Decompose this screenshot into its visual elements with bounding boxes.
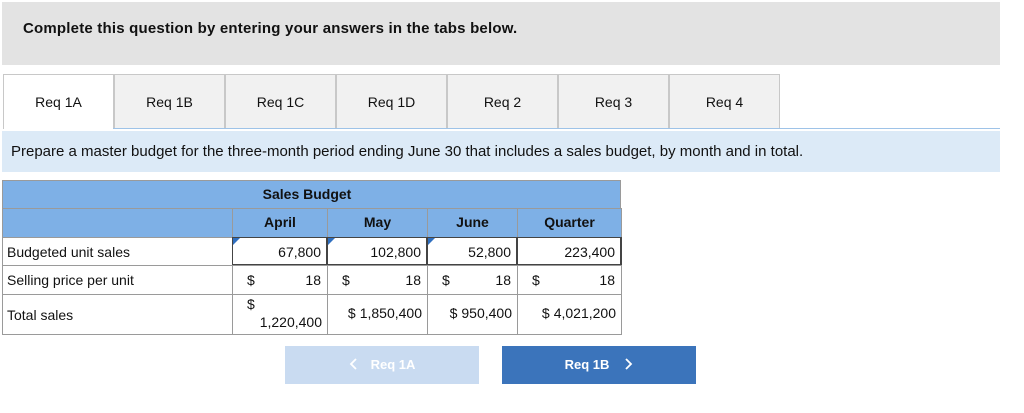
value: 52,800	[468, 244, 511, 260]
tab[interactable]: Req 2	[447, 74, 558, 129]
header: Complete this question by entering your …	[2, 2, 1000, 65]
previous-label: Req 1A	[370, 357, 416, 372]
amount: 4,021,200	[553, 305, 616, 321]
currency: $	[347, 305, 356, 321]
amount: 18	[599, 272, 615, 288]
tab[interactable]: Req 1D	[336, 74, 447, 129]
header-blank	[2, 208, 233, 238]
next-label: Req 1B	[564, 357, 610, 372]
value-cell: $18	[232, 265, 328, 295]
amount: 67,800	[278, 244, 321, 260]
value: 102,800	[370, 244, 421, 260]
value: $950,400	[450, 305, 512, 321]
currency: $	[541, 305, 550, 321]
amount: 1,850,400	[359, 305, 422, 321]
row-label: Budgeted unit sales	[2, 237, 233, 266]
prompt: Prepare a master budget for the three-mo…	[2, 131, 1000, 172]
currency: $	[247, 272, 255, 288]
amount: 18	[305, 272, 321, 288]
amount: 102,800	[370, 244, 421, 260]
value-cell: $1,850,400	[327, 294, 428, 335]
tab-underline	[113, 128, 1000, 129]
next-button[interactable]: Req 1B	[502, 346, 696, 384]
value-cell: $950,400	[427, 294, 518, 335]
column-header: April	[232, 208, 328, 238]
amount: 950,400	[461, 305, 512, 321]
previous-button[interactable]: Req 1A	[285, 346, 479, 384]
row-label: Selling price per unit	[2, 265, 233, 295]
currency: $	[342, 272, 350, 288]
column-header: May	[327, 208, 428, 238]
amount: 52,800	[468, 244, 511, 260]
tab[interactable]: Req 1A	[3, 74, 114, 129]
input-cell[interactable]: 223,400	[517, 237, 622, 266]
input-cell[interactable]: 67,800	[232, 237, 328, 266]
currency: $	[449, 305, 458, 321]
tab[interactable]: Req 1B	[114, 74, 225, 129]
value-cell: $18	[327, 265, 428, 295]
value-cell: $4,021,200	[517, 294, 622, 335]
value: 67,800	[278, 244, 321, 260]
amount: 223,400	[564, 244, 615, 260]
row-label: Total sales	[2, 294, 233, 335]
input-cell[interactable]: 52,800	[427, 237, 518, 266]
column-header: Quarter	[517, 208, 622, 238]
currency: $	[442, 272, 450, 288]
edit-marker	[428, 238, 435, 245]
value: 223,400	[564, 244, 615, 260]
edit-marker	[233, 238, 240, 245]
column-header: June	[427, 208, 518, 238]
amount: 1,220,400	[259, 314, 322, 330]
tab[interactable]: Req 4	[669, 74, 780, 129]
value: $4,021,200	[542, 305, 616, 321]
tab[interactable]: Req 3	[558, 74, 669, 129]
amount: 18	[405, 272, 421, 288]
chevron-right	[625, 358, 633, 370]
chevron-left	[349, 358, 357, 370]
amount: 18	[495, 272, 511, 288]
value-cell: $1,220,400	[232, 294, 328, 335]
value: $1,850,400	[348, 305, 422, 321]
edit-marker	[328, 238, 335, 245]
currency: $	[247, 296, 255, 312]
currency: $	[532, 272, 540, 288]
value-cell: $18	[427, 265, 518, 295]
input-cell[interactable]: 102,800	[327, 237, 428, 266]
value-cell: $18	[517, 265, 622, 295]
table-title: Sales Budget	[2, 180, 621, 209]
tab[interactable]: Req 1C	[225, 74, 336, 129]
